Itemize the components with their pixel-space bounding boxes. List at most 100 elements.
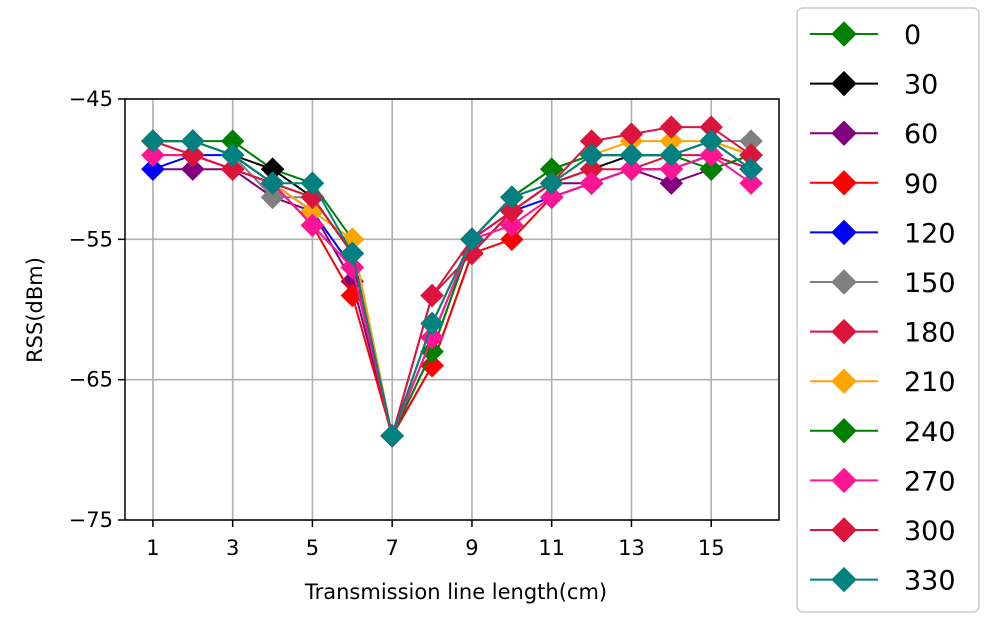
legend-label: 300 bbox=[904, 516, 956, 547]
legend-marker bbox=[831, 70, 857, 97]
data-point-270 bbox=[699, 143, 723, 167]
data-point-120 bbox=[141, 157, 165, 181]
data-point-330 bbox=[181, 129, 205, 153]
legend-label: 240 bbox=[904, 417, 956, 448]
legend-marker bbox=[831, 120, 857, 146]
y-tick-label: −75 bbox=[69, 508, 113, 532]
legend-item-30: 30 bbox=[810, 70, 938, 101]
data-point-60 bbox=[181, 157, 205, 181]
legend-item-0: 0 bbox=[810, 20, 921, 51]
data-point-330 bbox=[300, 171, 325, 195]
data-point-330 bbox=[619, 143, 644, 167]
legend-marker bbox=[831, 21, 857, 47]
data-point-270 bbox=[141, 143, 165, 167]
data-point-330 bbox=[579, 143, 604, 167]
data-point-330 bbox=[460, 227, 484, 252]
legend-label: 90 bbox=[904, 169, 938, 200]
data-point-330 bbox=[539, 171, 564, 195]
x-tick-label: 5 bbox=[306, 536, 319, 560]
y-tick-label: −65 bbox=[69, 368, 113, 392]
data-point-270 bbox=[420, 325, 444, 350]
legend-label: 0 bbox=[904, 20, 921, 51]
data-point-270 bbox=[739, 171, 763, 195]
legend-item-150: 150 bbox=[810, 268, 956, 299]
data-point-330 bbox=[699, 129, 723, 153]
y-axis-label: RSS(dBm) bbox=[23, 257, 47, 363]
legend-item-60: 60 bbox=[810, 119, 938, 150]
legend-marker bbox=[831, 418, 857, 444]
data-point-240 bbox=[699, 157, 723, 181]
legend-marker bbox=[831, 219, 857, 246]
data-point-330 bbox=[260, 171, 285, 195]
legend-marker bbox=[831, 269, 857, 295]
data-point-270 bbox=[340, 255, 365, 280]
y-tick-label: −45 bbox=[69, 87, 113, 111]
legend-item-300: 300 bbox=[810, 516, 956, 547]
data-point-300 bbox=[659, 115, 684, 139]
data-point-270 bbox=[500, 213, 524, 238]
legend-label: 270 bbox=[904, 466, 956, 497]
series-line-300 bbox=[152, 126, 752, 437]
data-point-300 bbox=[181, 143, 205, 167]
legend: 0 30 60 90 120 150 180 210 240 270 300 330 bbox=[796, 7, 980, 613]
legend-item-270: 270 bbox=[810, 466, 956, 497]
legend-marker bbox=[831, 318, 857, 345]
data-point-90 bbox=[420, 353, 444, 378]
data-point-330 bbox=[141, 129, 165, 153]
x-tick-label: 13 bbox=[618, 536, 645, 560]
data-point-330 bbox=[420, 311, 444, 336]
legend-item-90: 90 bbox=[810, 169, 938, 200]
legend-marker bbox=[831, 566, 857, 593]
legend-item-210: 210 bbox=[810, 367, 956, 398]
x-axis-ticks: 1 3 5 7 9 11 13 15 bbox=[146, 520, 725, 560]
data-point-240 bbox=[420, 339, 444, 364]
data-point-330 bbox=[500, 185, 524, 209]
data-point-330 bbox=[739, 157, 763, 181]
x-tick-label: 9 bbox=[465, 536, 478, 560]
legend-item-240: 240 bbox=[810, 417, 956, 448]
legend-label: 210 bbox=[904, 367, 956, 398]
legend-box bbox=[796, 7, 980, 613]
data-point-150 bbox=[260, 185, 285, 209]
legend-item-180: 180 bbox=[810, 318, 956, 349]
legend-marker bbox=[831, 170, 857, 196]
data-point-300 bbox=[220, 157, 245, 181]
legend-items: 0 30 60 90 120 150 180 210 240 270 300 330 bbox=[810, 20, 956, 597]
data-point-300 bbox=[500, 199, 524, 223]
data-point-330 bbox=[340, 241, 365, 266]
legend-label: 120 bbox=[904, 218, 956, 249]
x-tick-label: 1 bbox=[146, 536, 159, 560]
data-point-90 bbox=[500, 227, 524, 252]
data-point-270 bbox=[579, 171, 604, 195]
series-layer bbox=[141, 115, 763, 448]
data-point-270 bbox=[659, 157, 684, 181]
x-tick-label: 3 bbox=[226, 536, 239, 560]
legend-marker bbox=[831, 467, 857, 494]
legend-label: 30 bbox=[904, 70, 938, 101]
legend-label: 60 bbox=[904, 119, 938, 150]
x-tick-label: 7 bbox=[385, 536, 398, 560]
data-point-270 bbox=[619, 157, 644, 181]
series-line-330 bbox=[152, 140, 752, 437]
x-axis-label: Transmission line length(cm) bbox=[304, 580, 607, 604]
y-axis-ticks: −75 −65 −55 −45 bbox=[69, 87, 125, 532]
legend-label: 330 bbox=[904, 566, 956, 597]
x-tick-label: 11 bbox=[538, 536, 565, 560]
legend-label: 150 bbox=[904, 268, 956, 299]
legend-item-120: 120 bbox=[810, 218, 956, 249]
data-point-330 bbox=[380, 424, 404, 448]
data-point-330 bbox=[220, 143, 245, 167]
legend-item-330: 330 bbox=[810, 566, 956, 597]
data-point-60 bbox=[659, 171, 684, 195]
y-tick-label: −55 bbox=[69, 227, 113, 251]
plot-frame bbox=[124, 98, 780, 521]
legend-marker bbox=[831, 517, 857, 543]
data-point-330 bbox=[659, 143, 684, 167]
data-point-270 bbox=[300, 213, 325, 238]
data-point-300 bbox=[420, 283, 444, 308]
x-tick-label: 15 bbox=[698, 536, 725, 560]
legend-label: 180 bbox=[904, 318, 956, 349]
series-330 bbox=[141, 129, 763, 448]
data-point-270 bbox=[539, 185, 564, 209]
